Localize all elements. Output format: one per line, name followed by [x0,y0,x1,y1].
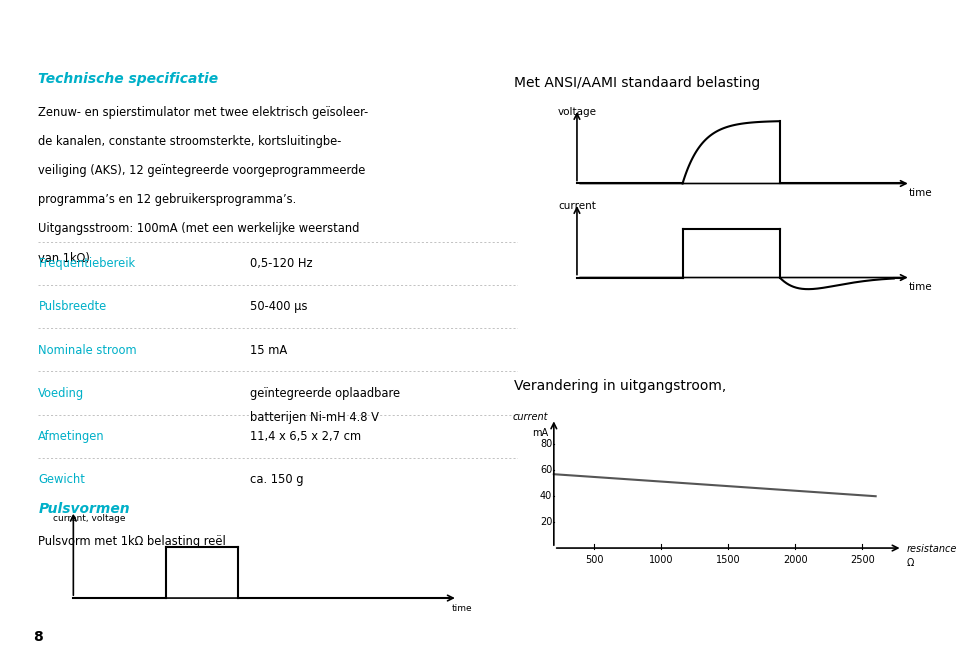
Text: TENS eco 2: TENS eco 2 [46,11,177,31]
Text: 2000: 2000 [783,554,807,565]
Text: 20: 20 [540,517,552,527]
Text: ca. 150 g: ca. 150 g [250,473,303,486]
Text: Voeding: Voeding [38,387,84,400]
Text: time: time [451,604,472,613]
Text: voltage: voltage [558,107,597,117]
Text: 1500: 1500 [716,554,740,565]
Text: Frequentiebereik: Frequentiebereik [38,257,135,270]
Text: time: time [908,282,932,293]
Text: 50-400 μs: 50-400 μs [250,300,307,313]
Text: 8: 8 [34,629,43,644]
Text: mA: mA [532,428,548,438]
Text: current, voltage: current, voltage [53,514,126,523]
Text: time: time [908,189,932,199]
Text: Uitgangsstroom: 100mA (met een werkelijke weerstand: Uitgangsstroom: 100mA (met een werkelijk… [38,223,360,235]
Text: Pulsvorm met 1kΩ belasting reël: Pulsvorm met 1kΩ belasting reël [38,535,227,549]
Text: Met ANSI/AAMI standaard belasting: Met ANSI/AAMI standaard belasting [514,76,760,90]
Text: veiliging (AKS), 12 geïntegreerde voorgeprogrammeerde: veiliging (AKS), 12 geïntegreerde voorge… [38,164,366,177]
Text: Verandering in uitgangstroom,: Verandering in uitgangstroom, [514,379,726,393]
Text: current: current [558,201,596,211]
Text: 500: 500 [585,554,603,565]
Text: van 1kΩ): van 1kΩ) [38,251,90,264]
Text: 40: 40 [540,491,552,502]
Text: Pulsbreedte: Pulsbreedte [38,300,107,313]
Text: 1000: 1000 [649,554,673,565]
Text: programma’s en 12 gebruikersprogramma’s.: programma’s en 12 gebruikersprogramma’s. [38,193,297,206]
Text: Technische specificatie: Technische specificatie [38,72,219,86]
Text: 0,5-120 Hz: 0,5-120 Hz [250,257,312,270]
Text: 11,4 x 6,5 x 2,7 cm: 11,4 x 6,5 x 2,7 cm [250,430,361,443]
Text: Gewicht: Gewicht [38,473,85,486]
Text: 60: 60 [540,466,552,475]
Text: resistance: resistance [906,544,957,554]
Text: Zenuw- en spierstimulator met twee elektrisch geïsoleer-: Zenuw- en spierstimulator met twee elekt… [38,106,369,119]
Text: de kanalen, constante stroomsterkte, kortsluitingbe-: de kanalen, constante stroomsterkte, kor… [38,135,342,148]
Text: Pulsvormen: Pulsvormen [38,502,130,515]
Text: batterijen Ni-mH 4.8 V: batterijen Ni-mH 4.8 V [250,411,378,424]
Text: 2500: 2500 [850,554,875,565]
Text: 15 mA: 15 mA [250,343,287,357]
Text: 80: 80 [540,439,552,449]
Text: Ω: Ω [906,558,914,568]
Text: Afmetingen: Afmetingen [38,430,105,443]
Text: geïntegreerde oplaadbare: geïntegreerde oplaadbare [250,387,399,400]
Text: Nominale stroom: Nominale stroom [38,343,137,357]
Text: current: current [513,412,548,422]
